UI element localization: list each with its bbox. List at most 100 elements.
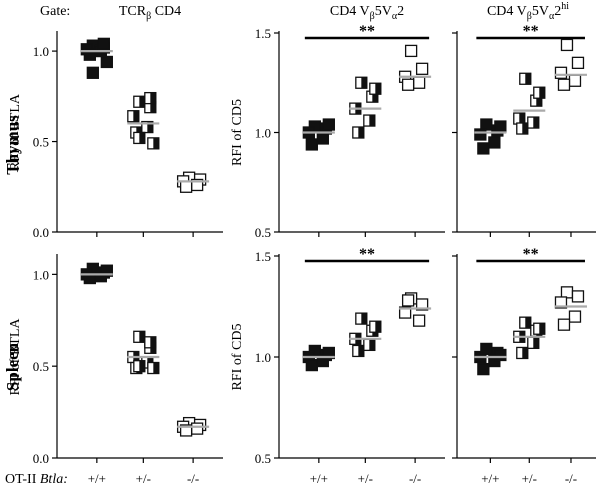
panels: 0.0 0.5 1.0 RFI of BTLA 0.5 1.0 1.5 RFI of CD5 *… — [8, 23, 596, 485]
y-tick-label: 1.0 — [255, 350, 271, 365]
data-point — [179, 424, 193, 437]
panel-spleen-btla: 0.0 0.5 1.0 RFI of BTLA +/+ +/- -/- — [8, 254, 223, 485]
data-point — [571, 290, 585, 303]
data-point — [527, 116, 540, 129]
data-point — [363, 114, 376, 127]
x-tick-label: +/- — [136, 471, 151, 485]
y-tick-label: 0.5 — [33, 359, 49, 374]
data-point — [86, 66, 99, 79]
row-label-thymus: Thymus — [3, 115, 22, 175]
y-tick-label: 1.0 — [33, 44, 49, 59]
y-axis-label: RFI of CD5 — [230, 99, 245, 166]
data-point — [401, 78, 415, 91]
y-axis-label: RFI of CD5 — [230, 324, 245, 391]
column-titles: TCRβ CD4 CD4 Vβ5Vα2 CD4 Vβ5Vα2hi — [119, 1, 569, 22]
y-tick-label: 1.0 — [33, 267, 49, 282]
data-point — [415, 62, 429, 75]
data-point — [355, 312, 368, 325]
data-point — [494, 120, 507, 133]
data-point — [415, 298, 429, 311]
data-point — [554, 66, 568, 79]
data-point — [133, 131, 146, 145]
data-point — [100, 264, 113, 277]
panel-thymus-btla: 0.0 0.5 1.0 RFI of BTLA — [8, 31, 223, 240]
y-axis-label: RFI of BTLA — [8, 93, 23, 171]
column-title-1: TCRβ CD4 — [119, 4, 181, 22]
y-tick-label: 0.0 — [33, 225, 49, 240]
data-point — [83, 271, 96, 285]
y-tick-label: 0.5 — [255, 225, 271, 240]
data-point — [363, 338, 376, 352]
x-tick-label: -/- — [565, 471, 577, 485]
data-point — [147, 361, 160, 375]
row-label-spleen: Spleen — [3, 342, 22, 391]
y-tick-label: 1.0 — [255, 126, 271, 141]
data-point — [352, 126, 365, 139]
data-point — [474, 128, 487, 141]
panel-spleen-cd5-b5a2hi: +/+ +/- -/- ** — [452, 246, 596, 485]
significance-label: ** — [359, 23, 375, 40]
data-point — [190, 422, 204, 435]
genotype-row-label: OT-II Btla: — [5, 472, 68, 485]
panel-spleen-cd5-b5a2: 0.5 1.0 1.5 RFI of CD5 +/+ +/- -/- ** — [230, 246, 445, 485]
data-point — [97, 37, 110, 51]
data-point — [355, 76, 368, 89]
data-point — [401, 294, 415, 307]
y-tick-label: 1.5 — [255, 249, 271, 264]
data-point — [557, 318, 571, 331]
data-point — [533, 86, 546, 99]
data-point — [369, 82, 382, 95]
column-title-2: CD4 Vβ5Vα2 — [330, 4, 404, 22]
data-point — [144, 336, 157, 349]
data-point — [519, 316, 532, 329]
data-point — [305, 358, 318, 372]
data-point — [568, 74, 582, 87]
data-point — [477, 142, 490, 155]
data-point — [533, 322, 546, 335]
data-point — [557, 78, 571, 91]
panel-thymus-cd5-b5a2: 0.5 1.0 1.5 RFI of CD5 ** — [230, 23, 445, 240]
data-point — [83, 48, 96, 61]
data-point — [316, 132, 329, 145]
data-point — [179, 180, 193, 193]
y-tick-label: 0.5 — [255, 451, 271, 466]
data-point — [571, 56, 585, 69]
significance-label: ** — [523, 23, 539, 40]
y-tick-label: 1.5 — [255, 26, 271, 41]
data-point — [568, 310, 582, 323]
data-point — [352, 344, 365, 358]
data-point — [322, 346, 335, 360]
data-point — [404, 44, 418, 58]
x-tick-label: -/- — [409, 471, 421, 485]
data-point — [560, 38, 574, 52]
data-point — [412, 76, 426, 89]
data-point — [516, 346, 529, 360]
data-point — [133, 360, 146, 373]
data-point — [488, 136, 501, 149]
x-tick-label: +/- — [522, 471, 537, 485]
data-point — [527, 336, 540, 350]
significance-label: ** — [359, 246, 375, 263]
x-tick-label: +/+ — [481, 471, 499, 485]
data-point — [494, 348, 507, 362]
data-point — [127, 110, 140, 123]
data-point — [100, 55, 113, 69]
column-title-3: CD4 Vβ5Vα2hi — [487, 1, 569, 22]
data-point — [516, 122, 529, 135]
panel-thymus-cd5-b5a2hi: ** — [452, 23, 596, 237]
data-point — [477, 362, 490, 376]
gate-label: Gate: — [40, 4, 70, 19]
x-tick-label: -/- — [187, 471, 199, 485]
significance-label: ** — [523, 246, 539, 263]
y-tick-label: 0.5 — [33, 135, 49, 150]
x-tick-label: +/- — [358, 471, 373, 485]
x-tick-label: +/+ — [88, 471, 106, 485]
data-point — [133, 95, 146, 108]
data-point — [322, 118, 335, 131]
data-point — [412, 314, 426, 327]
data-point — [398, 306, 412, 319]
y-tick-label: 0.0 — [33, 451, 49, 466]
data-point — [305, 138, 318, 151]
data-point — [147, 137, 160, 150]
